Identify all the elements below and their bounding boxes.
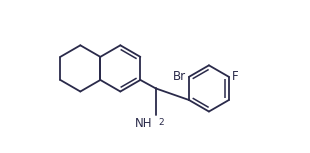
Text: 2: 2 xyxy=(158,118,163,127)
Text: NH: NH xyxy=(135,117,153,130)
Text: Br: Br xyxy=(173,70,186,83)
Text: F: F xyxy=(232,70,239,83)
